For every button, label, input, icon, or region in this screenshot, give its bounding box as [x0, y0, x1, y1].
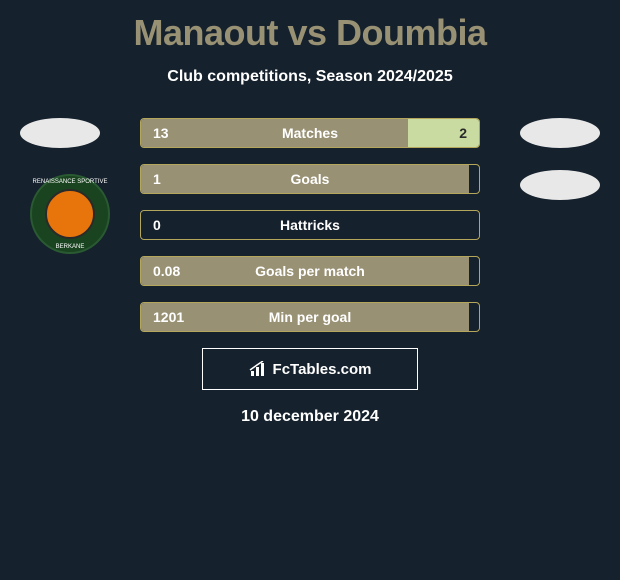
- stat-value-left: 13: [153, 125, 169, 141]
- stat-label: Goals per match: [255, 263, 365, 279]
- page-title: Manaout vs Doumbia: [0, 0, 620, 54]
- brand-box: FcTables.com: [202, 348, 418, 390]
- logo-placeholder-right-2: [520, 170, 600, 200]
- chart-icon: [249, 361, 269, 377]
- brand-text: FcTables.com: [273, 361, 372, 378]
- stat-fill-right: [408, 119, 479, 147]
- logo-placeholder-left: [20, 118, 100, 148]
- stats-container: 13 Matches 2 1 Goals 0 Hattricks 0.08 Goals per …: [140, 118, 480, 332]
- stat-row: 1201 Min per goal: [140, 302, 480, 332]
- stat-value-left: 1201: [153, 309, 184, 325]
- stat-value-left: 1: [153, 171, 161, 187]
- stat-row: 0.08 Goals per match: [140, 256, 480, 286]
- stat-row: 0 Hattricks: [140, 210, 480, 240]
- stat-label: Min per goal: [269, 309, 351, 325]
- logo-placeholder-right-1: [520, 118, 600, 148]
- badge-text-top: RENAISSANCE SPORTIVE: [33, 179, 108, 185]
- page-subtitle: Club competitions, Season 2024/2025: [0, 68, 620, 86]
- stat-label: Matches: [282, 125, 338, 141]
- badge-outer-ring: RENAISSANCE SPORTIVE BERKANE: [30, 174, 110, 254]
- date-text: 10 december 2024: [0, 408, 620, 426]
- stat-value-left: 0.08: [153, 263, 180, 279]
- content-area: RENAISSANCE SPORTIVE BERKANE 13Matches21…: [0, 118, 620, 426]
- stat-label: Goals: [291, 171, 330, 187]
- club-badge: RENAISSANCE SPORTIVE BERKANE: [30, 174, 110, 254]
- badge-text-bottom: BERKANE: [56, 244, 85, 250]
- stat-fill-left: [141, 119, 408, 147]
- stat-label: Hattricks: [280, 217, 340, 233]
- stat-value-left: 0: [153, 217, 161, 233]
- stat-row: 1 Goals: [140, 164, 480, 194]
- stat-value-right: 2: [459, 125, 467, 141]
- badge-inner-circle: [45, 189, 95, 239]
- stat-row: 13 Matches 2: [140, 118, 480, 148]
